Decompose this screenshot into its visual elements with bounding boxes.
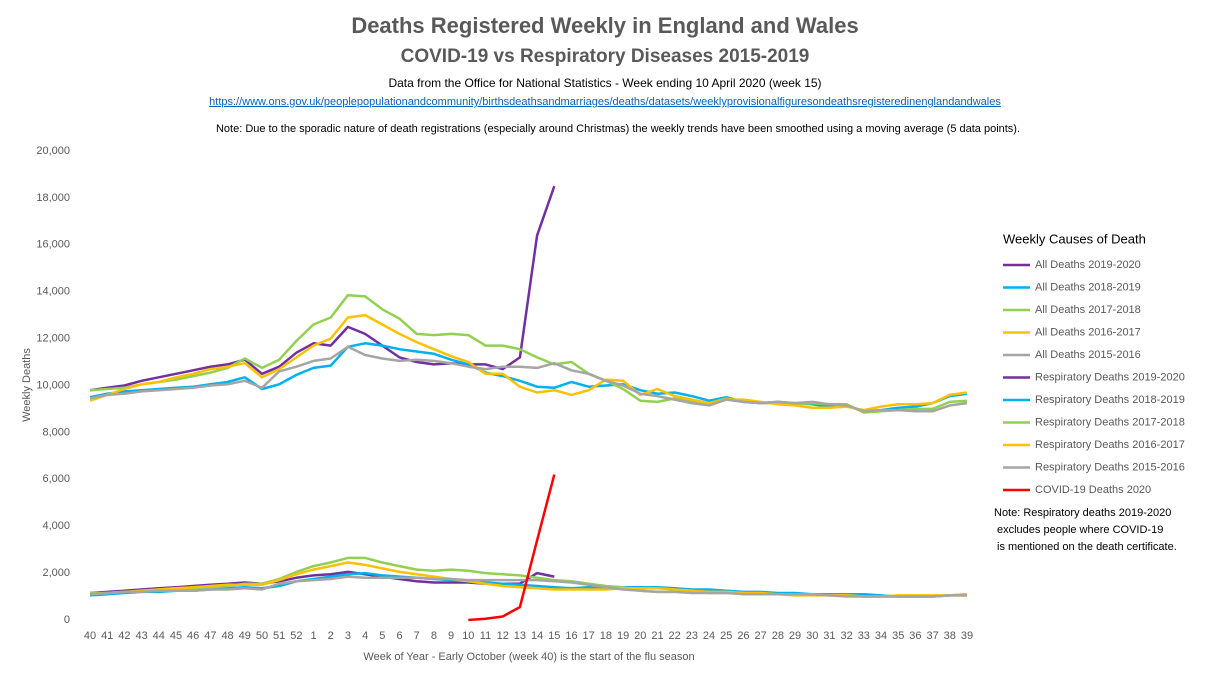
- x-tick-label: 44: [153, 630, 165, 642]
- x-tick-label: 1: [310, 630, 316, 642]
- x-tick-label: 17: [583, 630, 595, 642]
- x-tick-label: 10: [462, 630, 474, 642]
- x-tick-label: 25: [720, 630, 732, 642]
- y-tick-label: 0: [64, 614, 70, 626]
- x-tick-label: 46: [187, 630, 199, 642]
- x-tick-label: 9: [448, 630, 454, 642]
- x-tick-label: 20: [634, 630, 646, 642]
- x-tick-label: 3: [345, 630, 351, 642]
- note: Note: Due to the sporadic nature of deat…: [216, 123, 1020, 135]
- x-tick-label: 16: [565, 630, 577, 642]
- x-tick-label: 23: [686, 630, 698, 642]
- y-tick-label: 8,000: [42, 426, 70, 438]
- x-axis-label: Week of Year - Early October (week 40) i…: [363, 651, 694, 663]
- legend-label: All Deaths 2017-2018: [1035, 304, 1141, 316]
- x-tick-label: 33: [858, 630, 870, 642]
- x-tick-label: 24: [703, 630, 715, 642]
- legend-label: All Deaths 2018-2019: [1035, 281, 1141, 293]
- x-tick-label: 41: [101, 630, 113, 642]
- x-tick-label: 11: [480, 630, 491, 642]
- chart-title: Deaths Registered Weekly in England and …: [351, 13, 858, 38]
- x-tick-label: 50: [256, 630, 268, 642]
- x-tick-label: 45: [170, 630, 182, 642]
- legend-label: Respiratory Deaths 2016-2017: [1035, 439, 1185, 451]
- x-tick-label: 34: [875, 630, 887, 642]
- x-tick-label: 49: [239, 630, 251, 642]
- x-tick-label: 32: [841, 630, 853, 642]
- y-tick-label: 4,000: [42, 520, 70, 532]
- y-tick-label: 20,000: [36, 145, 70, 157]
- x-tick-label: 36: [909, 630, 921, 642]
- x-tick-label: 4: [362, 630, 368, 642]
- x-tick-label: 21: [651, 630, 663, 642]
- x-tick-label: 30: [806, 630, 818, 642]
- series-line: [89, 313, 968, 412]
- y-tick-label: 10,000: [36, 379, 70, 391]
- series-line: [89, 345, 968, 413]
- y-axis-label: Weekly Deaths: [21, 348, 33, 422]
- x-tick-label: 43: [135, 630, 147, 642]
- legend-label: All Deaths 2019-2020: [1035, 259, 1141, 271]
- x-tick-label: 13: [514, 630, 526, 642]
- x-tick-label: 51: [273, 630, 285, 642]
- x-tick-label: 15: [548, 630, 560, 642]
- series-line: [89, 342, 968, 413]
- y-tick-label: 12,000: [36, 333, 70, 345]
- x-tick-label: 38: [944, 630, 956, 642]
- y-tick-label: 2,000: [42, 567, 70, 579]
- x-tick-label: 26: [737, 630, 749, 642]
- series-line: [89, 185, 556, 392]
- x-tick-label: 37: [926, 630, 938, 642]
- legend-label: COVID-19 Deaths 2020: [1035, 484, 1151, 496]
- x-tick-label: 22: [669, 630, 681, 642]
- x-tick-label: 40: [84, 630, 96, 642]
- series-line: [89, 575, 967, 598]
- x-tick-label: 42: [118, 630, 130, 642]
- legend-label: All Deaths 2016-2017: [1035, 326, 1141, 338]
- y-tick-label: 6,000: [42, 473, 70, 485]
- x-tick-label: 14: [531, 630, 543, 642]
- x-tick-label: 19: [617, 630, 629, 642]
- y-tick-label: 14,000: [36, 286, 70, 298]
- chart-subtitle: COVID-19 vs Respiratory Diseases 2015-20…: [401, 46, 810, 67]
- x-tick-label: 47: [204, 630, 216, 642]
- legend-title: Weekly Causes of Death: [1003, 231, 1146, 246]
- x-tick-label: 52: [290, 630, 302, 642]
- y-tick-label: 16,000: [36, 239, 70, 251]
- legend-label: Respiratory Deaths 2019-2020: [1035, 371, 1185, 383]
- x-tick-label: 8: [431, 630, 437, 642]
- x-tick-label: 18: [600, 630, 612, 642]
- x-tick-label: 5: [379, 630, 385, 642]
- x-tick-label: 2: [328, 630, 334, 642]
- legend-label: Respiratory Deaths 2015-2016: [1035, 461, 1185, 473]
- x-tick-label: 29: [789, 630, 801, 642]
- x-tick-label: 27: [755, 630, 767, 642]
- x-tick-label: 12: [497, 630, 509, 642]
- source-url[interactable]: https://www.ons.gov.uk/peoplepopulationa…: [209, 96, 1001, 108]
- legend-label: Respiratory Deaths 2018-2019: [1035, 394, 1185, 406]
- x-tick-label: 31: [823, 630, 835, 642]
- legend-note: excludes people where COVID-19: [997, 524, 1163, 536]
- legend-note: Note: Respiratory deaths 2019-2020: [994, 507, 1171, 519]
- x-tick-label: 48: [221, 630, 233, 642]
- legend-label: All Deaths 2015-2016: [1035, 349, 1141, 361]
- x-tick-label: 7: [414, 630, 420, 642]
- x-tick-label: 6: [396, 630, 402, 642]
- y-tick-label: 18,000: [36, 192, 70, 204]
- series-line: [468, 474, 556, 622]
- source: Data from the Office for National Statis…: [388, 76, 821, 90]
- x-tick-label: 28: [772, 630, 784, 642]
- series-line: [89, 293, 968, 414]
- legend-label: Respiratory Deaths 2017-2018: [1035, 416, 1185, 428]
- x-tick-label: 35: [892, 630, 904, 642]
- legend-note: is mentioned on the death certificate.: [997, 541, 1177, 553]
- x-tick-label: 39: [961, 630, 973, 642]
